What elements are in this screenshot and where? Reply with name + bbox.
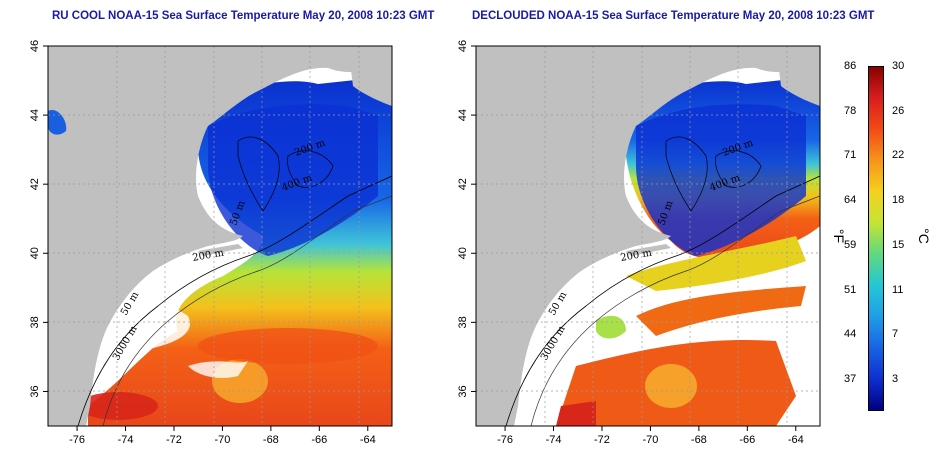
- lat-tick-label: 46: [457, 40, 469, 52]
- bathy-contour: [530, 195, 820, 426]
- sst-patch: [626, 236, 806, 291]
- map-frame: [475, 45, 821, 427]
- sst-patch: [596, 315, 626, 339]
- right-map-panel: 200 m 400 m 50 m 50 m 200 m 3000 m -76 -7…: [457, 40, 821, 446]
- lon-tick-label: -72: [166, 434, 182, 446]
- lon-tick-label: -76: [497, 434, 513, 446]
- colorbar-c-label: 26: [892, 104, 905, 117]
- warm-eddy: [645, 364, 697, 408]
- colorbar-c-label: 18: [892, 194, 905, 207]
- sst-patch: [556, 401, 596, 426]
- lon-tick-label: -64: [788, 434, 804, 446]
- colorbar-f-label: 86: [844, 60, 857, 72]
- lat-tick-label: 38: [29, 316, 41, 328]
- colorbar-f-label: 64: [844, 194, 857, 207]
- bathy-contour: [505, 175, 820, 426]
- lon-tick-label: -74: [546, 434, 562, 446]
- lat-tick-label: 46: [29, 40, 41, 52]
- colorbar-c-label: 7: [892, 328, 899, 341]
- lon-tick-label: -72: [594, 434, 610, 446]
- colorbar-c-label: 22: [892, 149, 905, 162]
- lat-tick-label: 36: [29, 385, 41, 397]
- colorbar-c-label: 3: [892, 373, 899, 385]
- cold-core: [636, 104, 806, 257]
- colorbar-f-label: 78: [844, 104, 857, 117]
- lat-tick-label: 40: [457, 247, 469, 259]
- lon-tick-label: -64: [360, 434, 376, 446]
- lat-ticks: 46 44 42 40 38 36: [29, 40, 48, 398]
- lat-tick-label: 42: [29, 178, 41, 190]
- colorbar-f-label: 37: [844, 373, 857, 385]
- colorbar-c-label: 11: [892, 283, 904, 296]
- sst-patch: [636, 286, 806, 336]
- lon-tick-label: -70: [214, 434, 230, 446]
- lat-tick-label: 42: [457, 178, 469, 190]
- bathy-contour: [77, 175, 392, 426]
- lat-tick-label: 40: [29, 247, 41, 259]
- lat-ticks: 46 44 42 40 38 36: [457, 40, 476, 398]
- bathy-contour: [287, 150, 334, 188]
- fahrenheit-unit: °F: [831, 228, 848, 244]
- left-map-panel: 200 m 400 m 50 m 50 m 200 m 3000 m -76 -7…: [29, 40, 393, 446]
- lon-ticks: -76 -74 -72 -70 -68 -66 -64: [497, 426, 804, 446]
- bathy-contour: [715, 150, 762, 188]
- lat-tick-label: 38: [457, 316, 469, 328]
- lat-tick-label: 44: [29, 109, 41, 121]
- cold-core: [208, 104, 378, 257]
- right-panel-title: DECLOUDED NOAA-15 Sea Surface Temperatur…: [472, 10, 875, 22]
- bathy-contour: [665, 136, 708, 212]
- right-map-svg: 200 m 400 m 50 m 50 m 200 m 3000 m -76 -7…: [457, 40, 821, 446]
- hot-spot: [78, 392, 158, 420]
- cloud-patch: [188, 361, 248, 378]
- warm-band: [198, 328, 378, 364]
- colorbar-f-label: 71: [844, 149, 857, 162]
- map-frame: [47, 45, 393, 427]
- lon-tick-label: -70: [642, 434, 658, 446]
- colorbar: [868, 66, 884, 411]
- lon-tick-label: -66: [311, 434, 327, 446]
- colorbar-c-label: 15: [892, 238, 905, 251]
- colorbar-c-label: 30: [892, 60, 905, 72]
- lon-tick-label: -68: [691, 434, 707, 446]
- colorbar-f-label: 51: [844, 283, 857, 296]
- lon-tick-label: -74: [118, 434, 134, 446]
- colorbar-f-label: 44: [844, 328, 857, 341]
- colorbar-f-label: 59: [844, 238, 857, 251]
- lon-ticks: -76 -74 -72 -70 -68 -66 -64: [69, 426, 376, 446]
- lake-sst: [48, 110, 67, 135]
- land-mass: [48, 46, 392, 426]
- lon-tick-label: -76: [69, 434, 85, 446]
- bathy-contour: [102, 195, 392, 426]
- bathy-contour: [237, 136, 280, 212]
- lon-tick-label: -66: [739, 434, 755, 446]
- lat-tick-label: 36: [457, 385, 469, 397]
- lat-tick-label: 44: [457, 109, 469, 121]
- lon-tick-label: -68: [263, 434, 279, 446]
- left-map-svg: 200 m 400 m 50 m 50 m 200 m 3000 m -76 -7…: [29, 40, 393, 446]
- celsius-unit: °C: [915, 228, 932, 244]
- left-panel-title: RU COOL NOAA-15 Sea Surface Temperature …: [52, 10, 435, 22]
- land-mass: [476, 46, 820, 426]
